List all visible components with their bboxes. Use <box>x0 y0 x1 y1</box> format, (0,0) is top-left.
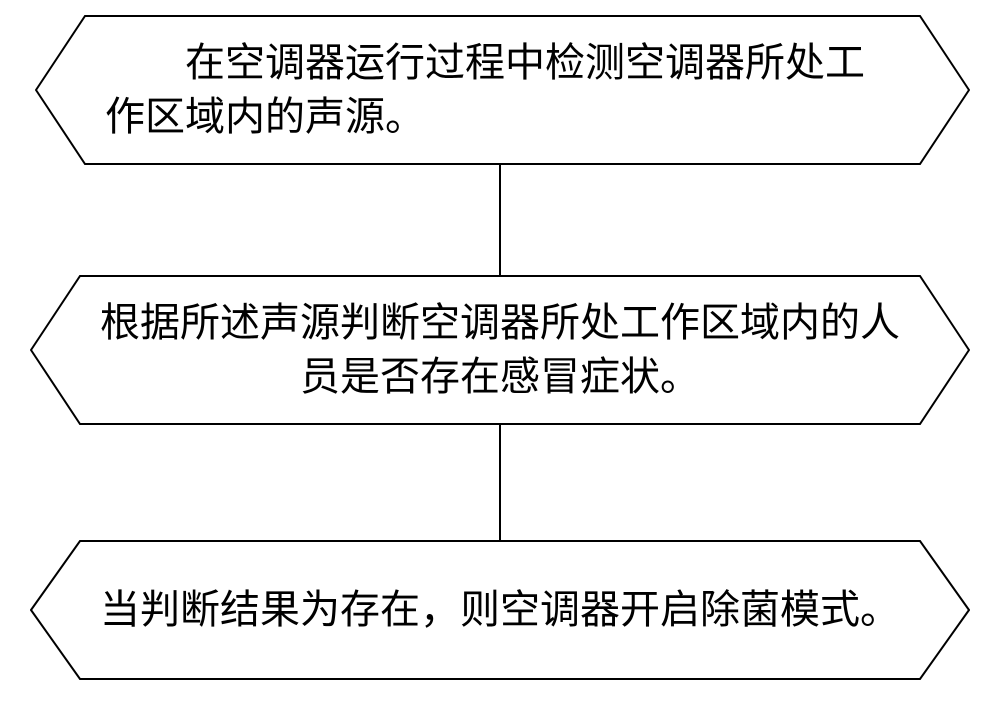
node-text: 在空调器运行过程中检测空调器所处工作区域内的声源。 <box>35 36 970 144</box>
flowchart-node: 在空调器运行过程中检测空调器所处工作区域内的声源。 <box>35 15 970 165</box>
connector <box>499 425 501 540</box>
flowchart-node: 根据所述声源判断空调器所处工作区域内的人员是否存在感冒症状。 <box>30 275 970 425</box>
node-text: 根据所述声源判断空调器所处工作区域内的人员是否存在感冒症状。 <box>30 296 970 404</box>
flowchart-canvas: 在空调器运行过程中检测空调器所处工作区域内的声源。根据所述声源判断空调器所处工作… <box>0 0 1000 707</box>
node-text: 当判断结果为存在，则空调器开启除菌模式。 <box>40 583 960 637</box>
flowchart-node: 当判断结果为存在，则空调器开启除菌模式。 <box>30 540 970 680</box>
connector <box>499 165 501 275</box>
